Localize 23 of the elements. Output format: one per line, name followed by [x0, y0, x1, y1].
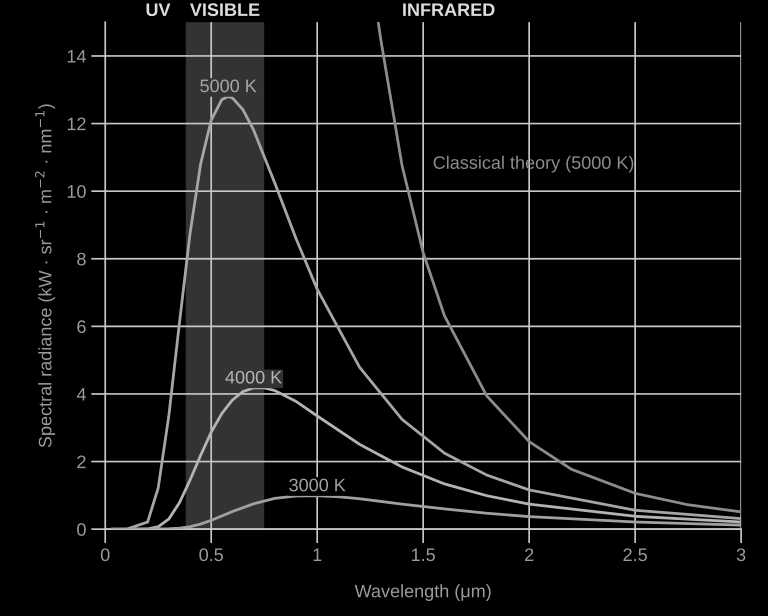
y-tick-label: 4	[76, 388, 86, 400]
y-tick-label: 8	[77, 252, 86, 266]
x-tick-label: 1	[314, 548, 322, 561]
x-axis-title: Wavelength (μm)	[354, 584, 491, 601]
series-label: 5000 K	[200, 79, 257, 92]
band-label: VISIBLE	[190, 3, 260, 16]
x-tick-label: 3	[736, 548, 746, 562]
x-tick-label: 1.5	[412, 548, 435, 562]
y-tick-label: 10	[68, 185, 86, 198]
series-label: 3000 K	[289, 478, 346, 492]
y-tick-label: 0	[77, 523, 86, 536]
text: UV	[146, 3, 170, 16]
text: INFRARED	[403, 3, 494, 16]
x-tick-label: 0	[100, 548, 110, 562]
y-axis-title: Spectral radiance (kW · sr$^{−1}$ · m$^{−2}$ · nm$^{−1}$)	[35, 104, 56, 448]
y-tick-label: 14	[68, 50, 86, 63]
x-tick-label: 2	[525, 548, 534, 561]
series-label: 4000 K	[225, 370, 282, 384]
x-tick-label: 0.5	[199, 548, 223, 562]
y-tick-label: 2	[77, 455, 86, 468]
y-tick-label: 6	[77, 320, 86, 334]
x-tick-label: 2.5	[623, 548, 647, 562]
y-tick-label: 12	[68, 118, 86, 130]
